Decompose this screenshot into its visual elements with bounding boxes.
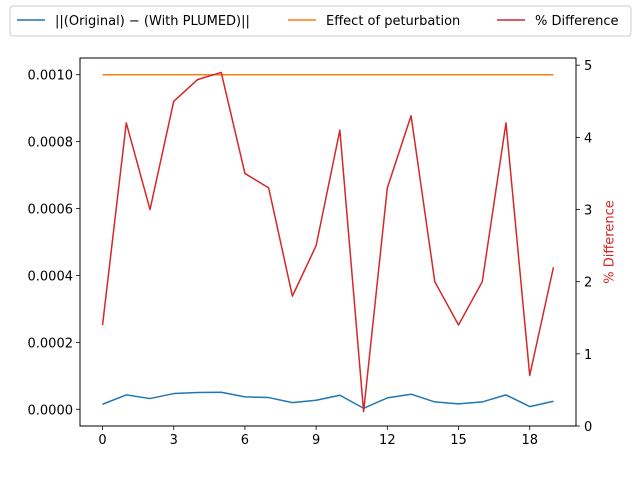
x-tick-label: 12 [379, 433, 396, 448]
plot-frame [79, 57, 577, 427]
left-y-axis: 0.0000 0.0002 0.0004 0.0006 0.0008 0.0010 [28, 69, 80, 418]
x-tick-label: 15 [450, 433, 467, 448]
left-y-tick-label: 0.0006 [28, 203, 74, 218]
legend: ||(Original) − (With PLUMED)|| Effect of… [9, 5, 632, 37]
right-y-tick-label: 0 [584, 420, 592, 435]
right-axis-title: % Difference [603, 200, 618, 284]
right-y-tick-label: 3 [584, 204, 592, 219]
left-y-tick-label: 0.0010 [28, 69, 74, 84]
right-y-tick-label: 5 [584, 59, 592, 74]
legend-box [9, 5, 632, 37]
series-line-2 [101, 71, 555, 413]
x-tick-label: 0 [98, 433, 106, 448]
left-y-tick-label: 0.0002 [28, 336, 74, 351]
x-tick-label: 18 [521, 433, 538, 448]
x-tick-label: 9 [312, 433, 320, 448]
left-y-tick-label: 0.0004 [28, 269, 74, 284]
legend-label-effect-of-peturbation: Effect of peturbation [326, 14, 460, 29]
series-lines [101, 71, 555, 413]
left-y-tick-label: 0.0000 [28, 403, 74, 418]
right-y-tick-label: 4 [584, 131, 592, 146]
legend-label-norm-difference: ||(Original) − (With PLUMED)|| [55, 14, 250, 29]
left-y-tick-label: 0.0008 [28, 136, 74, 151]
series-line-0 [102, 391, 554, 410]
right-y-axis: % Difference 0 1 2 3 4 5 [576, 59, 618, 435]
legend-label-percent-difference: % Difference [535, 14, 619, 29]
x-tick-label: 3 [170, 433, 178, 448]
x-axis: 0 3 6 9 12 15 18 [98, 426, 538, 448]
right-y-tick-label: 1 [584, 348, 592, 363]
right-y-tick-label: 2 [584, 276, 592, 291]
x-tick-label: 6 [241, 433, 249, 448]
